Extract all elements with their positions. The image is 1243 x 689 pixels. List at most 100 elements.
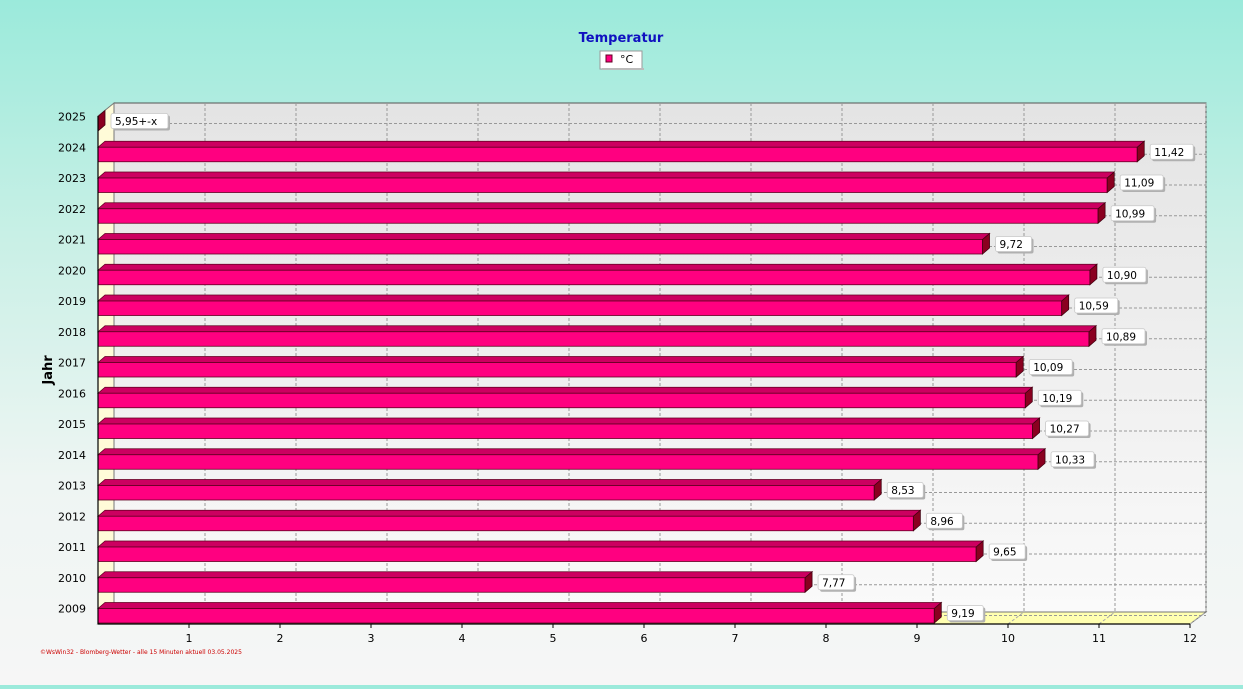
grid-line-floor	[1189, 611, 1207, 625]
bar-2012	[96, 509, 922, 532]
svg-text:11,09: 11,09	[1124, 178, 1154, 190]
x-tick-label: 11	[1092, 632, 1106, 645]
svg-text:9,65: 9,65	[993, 547, 1016, 559]
bar-value-label: 11,09	[1119, 174, 1166, 192]
bar-side	[1089, 263, 1098, 286]
svg-text:9,19: 9,19	[951, 608, 974, 620]
x-tick-label: 9	[914, 632, 921, 645]
bar-value-label: 10,19	[1037, 389, 1084, 408]
legend-label: °C	[620, 53, 634, 66]
bar-front	[97, 515, 914, 532]
y-tick-label: 2013	[58, 480, 86, 493]
y-tick-label: 2020	[58, 264, 86, 277]
bar-value-label: 8,96	[925, 512, 965, 531]
bar-2017	[96, 355, 1025, 378]
bar-side	[1015, 355, 1024, 378]
y-tick-label: 2009	[58, 603, 86, 616]
svg-text:10,90: 10,90	[1107, 270, 1137, 282]
bar-side	[1106, 171, 1115, 194]
bar-value-label: 9,72	[995, 236, 1034, 254]
bar-value-label: 10,90	[1102, 266, 1148, 285]
y-tick-label: 2011	[58, 541, 86, 554]
y-tick-label: 2015	[58, 418, 86, 431]
bar-front	[97, 485, 875, 501]
bar-front	[97, 362, 1017, 378]
legend-swatch	[605, 54, 613, 63]
bar-side	[933, 601, 942, 624]
y-tick-label: 2023	[58, 172, 86, 185]
bar-side	[1032, 417, 1040, 440]
bar-value-label: 10,59	[1074, 297, 1120, 315]
bar-top	[96, 325, 1098, 333]
y-axis-label: Jahr	[41, 355, 56, 386]
bar-2018	[96, 324, 1098, 348]
y-tick-label: 2022	[58, 203, 86, 216]
bar-top	[96, 386, 1034, 394]
bar-2023	[96, 171, 1116, 194]
x-tick-label: 6	[641, 632, 648, 645]
y-tick-label: 2025	[58, 111, 86, 124]
bar-value-label: 10,27	[1045, 420, 1091, 438]
y-tick-label: 2010	[58, 572, 86, 585]
svg-text:8,53: 8,53	[891, 485, 914, 497]
bar-2024	[96, 140, 1146, 163]
bar-side	[1097, 201, 1106, 225]
bar-side	[873, 478, 882, 501]
bar-side	[912, 509, 921, 532]
x-tick-label: 4	[459, 632, 466, 645]
bar-front	[97, 208, 1099, 224]
bar-2011	[96, 540, 985, 563]
bar-2009	[96, 601, 943, 624]
bar-value-label: 5,95+-x	[110, 113, 170, 131]
bar-front	[97, 239, 983, 255]
bar-value-label: 10,99	[1110, 205, 1157, 223]
bar-side	[982, 232, 990, 255]
bar-value-label: 9,65	[988, 543, 1028, 561]
svg-text:10,09: 10,09	[1033, 362, 1063, 374]
bar-front	[97, 392, 1026, 409]
x-tick-label: 2	[277, 632, 284, 645]
bar-value-label: 9,19	[946, 605, 986, 623]
bar-side	[1024, 386, 1033, 409]
y-tick-label: 2016	[58, 387, 86, 400]
svg-text:10,59: 10,59	[1079, 301, 1109, 313]
svg-text:11,42: 11,42	[1154, 147, 1184, 159]
bar-side	[804, 570, 813, 594]
bar-top	[96, 602, 943, 609]
svg-text:10,99: 10,99	[1115, 208, 1145, 220]
bar-front	[97, 331, 1090, 347]
bar-front	[97, 177, 1108, 193]
y-tick-label: 2017	[58, 357, 86, 370]
bar-value-label: 8,53	[886, 482, 926, 500]
x-tick-label: 7	[732, 632, 739, 645]
svg-text:10,19: 10,19	[1042, 393, 1072, 405]
x-tick-label: 10	[1001, 632, 1015, 645]
x-tick-label: 12	[1183, 632, 1197, 645]
bar-front	[97, 269, 1091, 286]
chart-title: Temperatur	[579, 31, 664, 46]
y-tick-label: 2019	[58, 295, 86, 308]
svg-text:7,77: 7,77	[822, 577, 845, 589]
bar-2019	[96, 294, 1070, 317]
bar-top	[96, 202, 1107, 210]
svg-text:10,33: 10,33	[1055, 454, 1085, 466]
y-tick-label: 2018	[58, 326, 86, 339]
bar-side	[1037, 447, 1046, 471]
bar-top	[96, 263, 1098, 271]
bar-front	[97, 577, 806, 593]
bar-top	[96, 540, 985, 548]
bar-side	[1088, 324, 1097, 348]
bar-value-label: 11,42	[1149, 143, 1196, 162]
bar-side	[975, 540, 984, 563]
bar-top	[96, 509, 922, 517]
legend: °C	[599, 50, 644, 70]
bar-front	[97, 546, 977, 562]
bar-front	[97, 608, 935, 624]
svg-text:5,95+-x: 5,95+-x	[115, 116, 157, 128]
bar-2022	[96, 201, 1107, 225]
x-tick-label: 5	[550, 632, 557, 645]
bar-side	[1136, 140, 1145, 163]
bar-front	[97, 454, 1039, 470]
